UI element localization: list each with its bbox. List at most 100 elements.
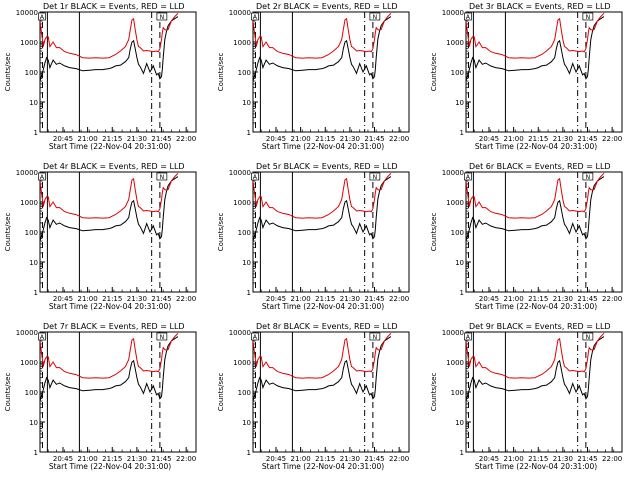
marker-label: N xyxy=(586,14,591,21)
lld-line xyxy=(466,13,605,59)
x-tick-label: 20:45 xyxy=(53,135,73,143)
marker-label: A xyxy=(40,334,45,341)
events-line xyxy=(466,16,605,82)
y-tick-label: 1000 xyxy=(446,359,464,367)
marker-box xyxy=(582,172,594,181)
marker-box xyxy=(251,172,259,181)
x-tick-label: 20:45 xyxy=(479,135,499,143)
marker-box xyxy=(156,332,168,341)
y-tick-label: 100 xyxy=(451,69,464,77)
detector-panel-6r: Det 6r BLACK = Events, RED = LLD 1 10 100 10… xyxy=(430,162,623,311)
y-tick-label: 100 xyxy=(25,389,38,397)
y-tick-label: 100 xyxy=(451,229,464,237)
x-tick-label: 21:45 xyxy=(577,295,597,303)
y-tick-label: 100 xyxy=(25,69,38,77)
events-line xyxy=(253,16,392,82)
y-axis-label: Counts/sec xyxy=(217,53,225,92)
x-tick-label: 21:15 xyxy=(315,295,335,303)
panel-title: Det 6r BLACK = Events, RED = LLD xyxy=(469,162,611,171)
x-tick-label: 20:45 xyxy=(53,455,73,463)
panel-title: Det 8r BLACK = Events, RED = LLD xyxy=(256,322,398,331)
x-tick-label: 21:15 xyxy=(102,455,122,463)
marker-label: N xyxy=(586,334,591,341)
marker-box xyxy=(369,332,381,341)
y-tick-label: 1000 xyxy=(20,39,38,47)
x-tick-label: 21:30 xyxy=(553,135,573,143)
x-tick-label: 21:15 xyxy=(528,295,548,303)
marker-box xyxy=(156,172,168,181)
y-axis-label: Counts/sec xyxy=(4,373,12,412)
y-axis-label: Counts/sec xyxy=(4,213,12,252)
plot-frame xyxy=(39,171,197,293)
x-tick-label: 21:30 xyxy=(553,295,573,303)
x-tick-label: 21:45 xyxy=(151,135,171,143)
x-tick-label: 22:00 xyxy=(602,135,622,143)
y-tick-label: 1 xyxy=(460,289,464,297)
marker-label: N xyxy=(160,174,165,181)
events-line xyxy=(40,16,179,82)
y-tick-label: 1 xyxy=(247,449,251,457)
marker-box xyxy=(369,172,381,181)
x-tick-label: 20:45 xyxy=(266,295,286,303)
detector-panel-7r: Det 7r BLACK = Events, RED = LLD 1 10 100 10… xyxy=(4,322,197,471)
x-tick-label: 21:45 xyxy=(364,455,384,463)
marker-box xyxy=(251,332,259,341)
x-tick-label: 21:00 xyxy=(504,295,524,303)
marker-box xyxy=(464,172,472,181)
y-tick-label: 10000 xyxy=(442,169,464,177)
y-tick-label: 1 xyxy=(247,289,251,297)
plot-frame xyxy=(465,11,623,133)
plot-frame xyxy=(465,331,623,453)
plot-frame xyxy=(252,331,410,453)
x-tick-label: 21:30 xyxy=(340,455,360,463)
marker-box xyxy=(38,172,46,181)
marker-label: A xyxy=(253,14,258,21)
x-tick-label: 22:00 xyxy=(389,295,409,303)
x-tick-label: 21:15 xyxy=(102,135,122,143)
panel-title: Det 4r BLACK = Events, RED = LLD xyxy=(43,162,185,171)
panel-title: Det 3r BLACK = Events, RED = LLD xyxy=(469,2,611,11)
x-tick-label: 21:30 xyxy=(127,455,147,463)
x-tick-label: 22:00 xyxy=(389,135,409,143)
x-tick-label: 20:45 xyxy=(266,455,286,463)
x-tick-label: 21:45 xyxy=(364,135,384,143)
x-tick-label: 22:00 xyxy=(602,455,622,463)
x-tick-label: 22:00 xyxy=(389,455,409,463)
y-tick-label: 1 xyxy=(34,289,38,297)
y-tick-label: 10 xyxy=(455,99,464,107)
x-axis-label: Start Time (22-Nov-04 20:31:00) xyxy=(49,302,171,311)
lld-line xyxy=(253,13,392,59)
x-axis-label: Start Time (22-Nov-04 20:31:00) xyxy=(262,302,384,311)
x-axis-label: Start Time (22-Nov-04 20:31:00) xyxy=(262,462,384,471)
y-tick-label: 1 xyxy=(247,129,251,137)
lld-line xyxy=(466,173,605,219)
marker-box xyxy=(251,12,259,21)
x-axis-label: Start Time (22-Nov-04 20:31:00) xyxy=(475,302,597,311)
y-axis-label: Counts/sec xyxy=(217,213,225,252)
y-axis-label: Counts/sec xyxy=(430,373,438,412)
panel-title: Det 9r BLACK = Events, RED = LLD xyxy=(469,322,611,331)
y-axis-label: Counts/sec xyxy=(4,53,12,92)
x-tick-label: 21:45 xyxy=(577,135,597,143)
events-line xyxy=(466,336,605,402)
x-tick-label: 21:15 xyxy=(102,295,122,303)
marker-box xyxy=(464,332,472,341)
panel-title: Det 5r BLACK = Events, RED = LLD xyxy=(256,162,398,171)
y-tick-label: 10000 xyxy=(229,329,251,337)
detector-panel-8r: Det 8r BLACK = Events, RED = LLD 1 10 100 10… xyxy=(217,322,410,471)
y-tick-label: 1 xyxy=(460,129,464,137)
x-tick-label: 21:45 xyxy=(364,295,384,303)
x-tick-label: 21:15 xyxy=(315,135,335,143)
x-tick-label: 21:45 xyxy=(577,455,597,463)
marker-label: A xyxy=(40,174,45,181)
marker-label: N xyxy=(373,14,378,21)
marker-box xyxy=(582,332,594,341)
y-tick-label: 1000 xyxy=(233,199,251,207)
y-tick-label: 10 xyxy=(29,99,38,107)
events-line xyxy=(40,336,179,402)
marker-label: N xyxy=(160,334,165,341)
y-tick-label: 10 xyxy=(455,419,464,427)
y-tick-label: 1 xyxy=(460,449,464,457)
detector-panel-5r: Det 5r BLACK = Events, RED = LLD 1 10 100 10… xyxy=(217,162,410,311)
